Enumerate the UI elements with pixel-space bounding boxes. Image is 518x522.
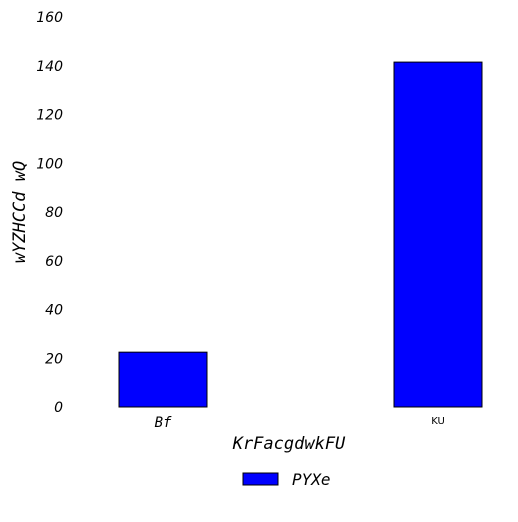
y-tick-label: 0 (54, 400, 63, 416)
bar-bf (118, 351, 208, 408)
legend-swatch (242, 472, 279, 486)
legend-label-pyxe: PYXe (292, 470, 331, 489)
y-tick-label: 80 (45, 205, 63, 221)
y-tick-label: 140 (36, 59, 63, 75)
legend: PYXe (242, 470, 331, 489)
x-axis-title: KrFacgdwkFU (232, 434, 346, 454)
x-tick-label-bf: Bf (155, 415, 172, 431)
y-tick-label: 40 (45, 303, 63, 319)
y-tick-label: 100 (36, 156, 63, 172)
y-tick-label: 60 (45, 254, 63, 270)
bar-ku (393, 61, 483, 408)
y-tick-label: 120 (36, 108, 63, 124)
bars-group (118, 61, 483, 408)
x-axis-ticks: Bf KU (155, 415, 445, 431)
y-tick-label: 160 (36, 10, 63, 26)
y-axis-title: wYZHCCd wQ (10, 161, 30, 263)
y-tick-label: 20 (45, 351, 63, 367)
x-tick-label-ku: KU (431, 416, 445, 427)
y-axis-ticks: 0 20 40 60 80 100 120 140 160 (36, 10, 63, 416)
